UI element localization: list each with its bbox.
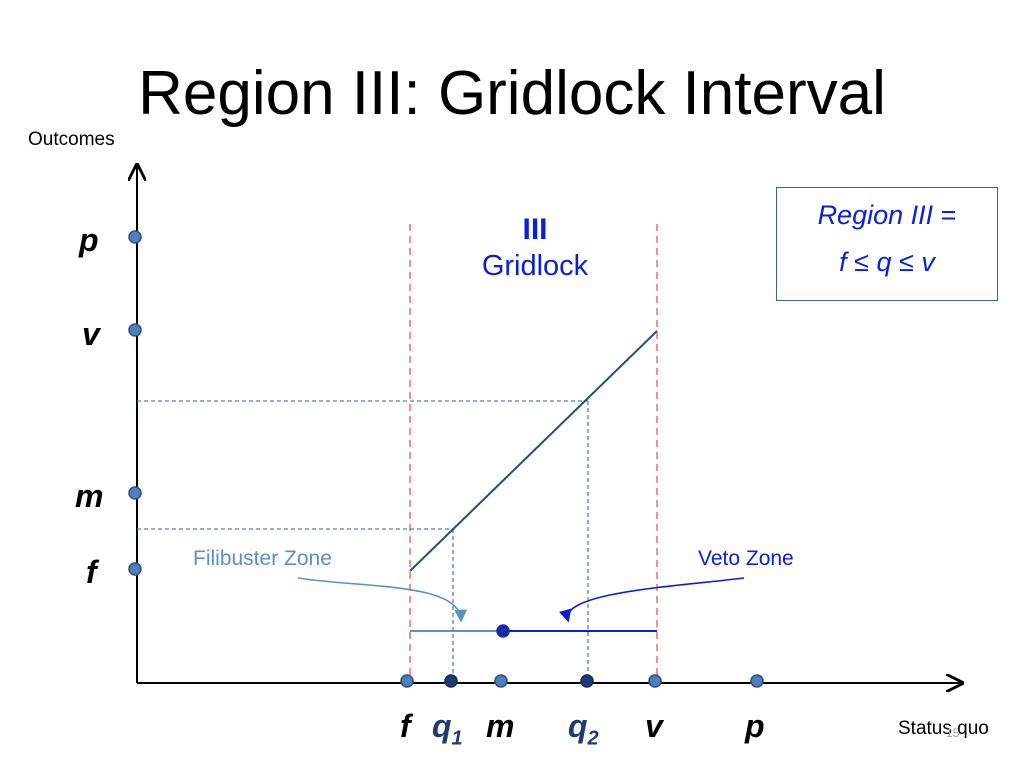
x-label-q2: q2: [568, 708, 599, 750]
x-label-m: m: [486, 708, 515, 744]
x-point-p: [750, 674, 764, 688]
gridlock-outcome-line: [409, 330, 658, 572]
definition-line-1: Region III =: [817, 200, 957, 230]
filibuster-zone-label: Filibuster Zone: [193, 547, 332, 570]
x-point-q1: [444, 674, 458, 688]
y-point-v: [128, 323, 142, 337]
x-point-f: [400, 674, 414, 688]
y-label-f: f: [86, 554, 97, 590]
x-point-v: [648, 674, 662, 688]
y-point-p: [128, 230, 142, 244]
x-label-q1: q1: [432, 708, 463, 750]
filibuster-zone-arrow: [297, 577, 468, 623]
y-axis-label: Outcomes: [28, 129, 115, 150]
median-marker-core: [500, 628, 506, 634]
y-label-m: m: [75, 478, 104, 514]
x-point-q2: [580, 674, 594, 688]
veto-zone-arrow: [559, 577, 745, 623]
x-point-m: [494, 674, 508, 688]
definition-line-2: f ≤ q ≤ v: [839, 247, 935, 277]
region-numeral: III: [522, 213, 548, 246]
y-point-m: [128, 486, 142, 500]
y-point-f: [128, 562, 142, 576]
region-definition-box: Region III = f ≤ q ≤ v: [776, 187, 998, 301]
slide-title: Region III: Gridlock Interval: [138, 59, 886, 128]
x-axis-label: Status quo: [898, 718, 989, 739]
slide-number: 15: [946, 726, 960, 740]
y-label-v: v: [82, 316, 100, 352]
veto-zone-label: Veto Zone: [698, 547, 794, 570]
x-label-p: p: [745, 708, 765, 744]
x-label-f: f: [400, 708, 411, 744]
y-label-p: p: [79, 222, 99, 258]
region-name: Gridlock: [481, 250, 589, 282]
x-label-v: v: [645, 708, 663, 744]
